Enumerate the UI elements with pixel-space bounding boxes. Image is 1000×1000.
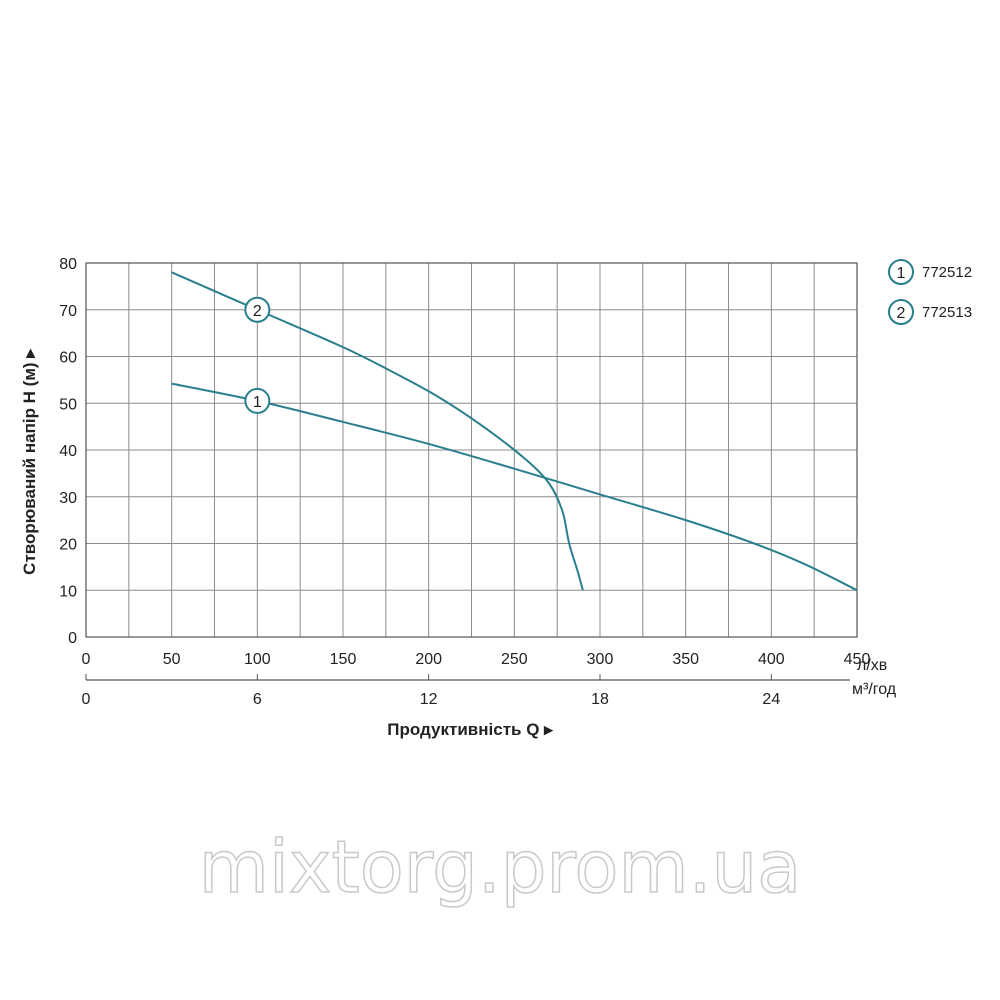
series-line-772512 xyxy=(171,382,858,592)
x-tick-label: 300 xyxy=(587,651,614,668)
y-tick-labels: 0 10 20 30 40 50 60 70 80 xyxy=(59,256,77,647)
curve-marker-2 xyxy=(244,296,271,323)
y-axis-title: Створюваний напір H (м) ▸ xyxy=(20,348,39,575)
curve-markers: 12 xyxy=(244,296,271,414)
curve-marker-1 xyxy=(244,387,271,414)
x2-tick-label: 18 xyxy=(591,691,609,708)
plot-border xyxy=(85,262,858,638)
watermark: mixtorg.prom.ua xyxy=(199,825,802,909)
plot-frame xyxy=(85,262,858,638)
y-tick-label: 10 xyxy=(59,583,77,600)
curve-marker-label: 2 xyxy=(253,303,262,320)
legend: 1 772512 2 772513 xyxy=(888,259,972,325)
legend-marker-2 xyxy=(888,299,914,325)
x-tick-label: 350 xyxy=(672,651,699,668)
legend-item-label: 772512 xyxy=(922,264,972,281)
x-tick-label: 450 xyxy=(844,651,871,668)
x2-tick-label: 24 xyxy=(762,691,780,708)
y-tick-label: 80 xyxy=(59,256,77,273)
chart-grid xyxy=(85,262,858,638)
y-tick-label: 60 xyxy=(59,350,77,367)
secondary-x-axis: 0 6 12 18 24 xyxy=(82,674,850,708)
y-tick-label: 70 xyxy=(59,303,77,320)
legend-marker-label: 1 xyxy=(897,265,906,282)
x-tick-label: 250 xyxy=(501,651,528,668)
curves xyxy=(171,271,858,592)
x-tick-label: 200 xyxy=(415,651,442,668)
legend-marker-label: 2 xyxy=(897,305,906,322)
x-axis-title: Продуктивність Q ▸ xyxy=(387,720,554,739)
y-tick-label: 40 xyxy=(59,443,77,460)
legend-marker-1 xyxy=(888,259,914,285)
x-tick-label: 400 xyxy=(758,651,785,668)
y-tick-label: 20 xyxy=(59,537,77,554)
x-tick-label: 0 xyxy=(82,651,91,668)
x-tick-labels: 0 50 100 150 200 250 300 350 400 450 xyxy=(82,651,871,668)
x2-tick-label: 12 xyxy=(420,691,438,708)
x2-unit-label: м³/год xyxy=(852,681,897,698)
x2-tick-label: 0 xyxy=(82,691,91,708)
y-tick-label: 30 xyxy=(59,490,77,507)
series-line-772513 xyxy=(171,271,584,591)
y-tick-label: 50 xyxy=(59,396,77,413)
x2-tick-label: 6 xyxy=(253,691,262,708)
curve-marker-label: 1 xyxy=(253,394,262,411)
x-unit-label: л/хв xyxy=(857,657,887,674)
x-tick-label: 50 xyxy=(163,651,181,668)
x-tick-label: 150 xyxy=(330,651,357,668)
legend-item-label: 772513 xyxy=(922,304,972,321)
y-tick-label: 0 xyxy=(68,630,77,647)
x-tick-label: 100 xyxy=(244,651,271,668)
